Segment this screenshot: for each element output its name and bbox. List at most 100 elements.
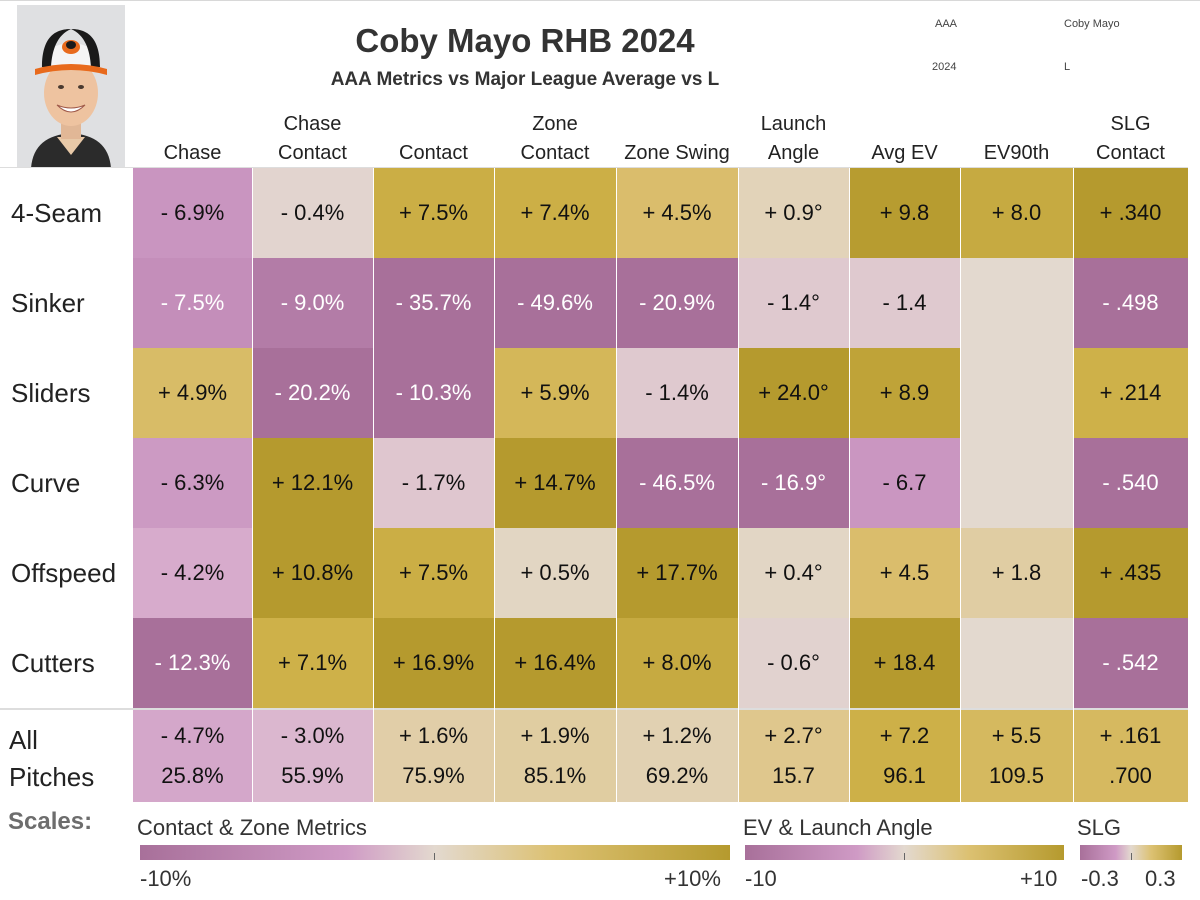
chart-subtitle: AAA Metrics vs Major League Average vs L <box>330 69 720 90</box>
metric-cell: + 7.5% <box>373 528 494 618</box>
metric-cell: + .214 <box>1073 348 1188 438</box>
metric-cell: - 35.7% <box>373 258 494 348</box>
metric-cell: - 0.4% <box>252 168 373 258</box>
metric-cell: + 0.9° <box>738 168 849 258</box>
metric-cell: - .540 <box>1073 438 1188 528</box>
row-divider <box>133 258 1188 259</box>
row-divider <box>133 348 1188 349</box>
metric-cell: - 0.6° <box>738 618 849 708</box>
all-pitches-diff: + 1.6% <box>398 723 469 749</box>
column-header-slg-contact: SLG Contact <box>1073 112 1188 168</box>
all-pitches-diff: + 7.2 <box>879 723 930 749</box>
legend-min-slg: -0.3 <box>1081 866 1119 891</box>
top-border <box>0 0 1200 1</box>
column-header-line: Contact <box>278 142 347 164</box>
all-pitches-value: 75.9% <box>402 762 465 788</box>
row-label-sliders: Sliders <box>11 377 91 408</box>
all-pitches-value: .700 <box>1109 762 1152 788</box>
meta-player: Coby Mayo <box>1064 18 1120 30</box>
metric-cell: + 4.9% <box>133 348 252 438</box>
column-divider <box>616 168 617 802</box>
metric-cell: - 49.6% <box>494 258 616 348</box>
all-pitches-diff: + 5.5 <box>991 723 1042 749</box>
metric-cell: - 20.9% <box>616 258 738 348</box>
all-pitches-diff: + 1.2% <box>642 723 712 749</box>
metric-cell: + 5.9% <box>494 348 616 438</box>
row-label-4-seam: 4-Seam <box>11 197 103 228</box>
metric-cell: + 17.7% <box>616 528 738 618</box>
all-pitches-diff: + .161 <box>1099 723 1162 749</box>
row-label-line: All <box>9 725 38 755</box>
all-pitches-cell: + 1.2% 69.2% <box>616 710 738 802</box>
metric-cell: + 12.1% <box>252 438 373 528</box>
metric-cell: + 8.0 <box>960 168 1073 258</box>
player-headshot-image <box>17 5 125 168</box>
column-header-ev90th: EV90th <box>960 112 1073 168</box>
legend-max-slg: 0.3 <box>1145 866 1176 891</box>
header-divider <box>0 167 1188 168</box>
column-divider <box>1073 168 1074 802</box>
column-header-line: Zone Swing <box>624 142 730 164</box>
all-pitches-cell: + 5.5 109.5 <box>960 710 1073 802</box>
column-header-chase: Chase <box>133 112 252 168</box>
metric-cell: - 9.0% <box>252 258 373 348</box>
column-divider <box>373 168 374 802</box>
metric-cell: - 46.5% <box>616 438 738 528</box>
column-divider <box>960 168 961 802</box>
metric-cell: + 8.0% <box>616 618 738 708</box>
row-label-curve: Curve <box>11 467 81 498</box>
legend-zero-tick-ev-launch <box>904 853 905 860</box>
column-divider <box>252 168 253 802</box>
column-header-line: SLG <box>1110 113 1151 135</box>
all-pitches-value: 96.1 <box>883 762 926 788</box>
metric-cell: - 12.3% <box>133 618 252 708</box>
all-pitches-value: 25.8% <box>161 762 224 788</box>
all-pitches-cell: + 7.2 96.1 <box>849 710 960 802</box>
metric-cell: - 1.7% <box>373 438 494 528</box>
metric-cell: - 6.7 <box>849 438 960 528</box>
column-header-line: Launch <box>760 113 827 135</box>
metric-cell: - 6.9% <box>133 168 252 258</box>
legend-bar-contact-zone <box>140 845 730 860</box>
player-photo <box>17 5 125 168</box>
column-header-line: Chase <box>283 113 342 135</box>
column-divider <box>494 168 495 802</box>
metric-cell <box>960 438 1073 528</box>
metric-cell: - 16.9° <box>738 438 849 528</box>
metric-cell: + 14.7% <box>494 438 616 528</box>
metric-cell: + 16.4% <box>494 618 616 708</box>
all-pitches-value: 69.2% <box>645 762 709 788</box>
legend-max-ev-launch: +10 <box>1020 866 1058 891</box>
row-label-line: Pitches <box>9 762 95 792</box>
column-header-line: Contact <box>520 142 590 164</box>
row-label-all-pitches: All Pitches <box>9 722 94 796</box>
all-pitches-diff: - 4.7% <box>160 723 225 749</box>
column-header-zone-swing: Zone Swing <box>616 112 738 168</box>
metric-cell: - 7.5% <box>133 258 252 348</box>
metric-cell: + 24.0° <box>738 348 849 438</box>
legend-min-contact-zone: -10% <box>140 866 192 891</box>
all-pitches-cell: + .161 .700 <box>1073 710 1188 802</box>
metric-cell: + 1.8 <box>960 528 1073 618</box>
all-pitches-diff: + 1.9% <box>520 723 590 749</box>
metric-cell: + 4.5 <box>849 528 960 618</box>
column-header-line: Contact <box>1096 142 1165 164</box>
metric-cell: - 10.3% <box>373 348 494 438</box>
legend-bar-slg <box>1080 845 1182 860</box>
column-header-line: Zone <box>532 113 578 135</box>
column-header-zone-contact: Zone Contact <box>494 112 616 168</box>
metric-cell: - .542 <box>1073 618 1188 708</box>
legend-max-contact-zone: +10% <box>664 866 721 891</box>
column-header-line: Avg EV <box>871 142 938 164</box>
metric-cell: - 1.4 <box>849 258 960 348</box>
legend-zero-tick-slg <box>1131 853 1132 860</box>
metric-cell: + .340 <box>1073 168 1188 258</box>
metric-cell: + 9.8 <box>849 168 960 258</box>
column-header-contact: Contact <box>373 112 494 168</box>
all-pitches-cell: + 2.7° 15.7 <box>738 710 849 802</box>
all-pitches-cell: - 4.7% 25.8% <box>133 710 252 802</box>
metric-cell: - .498 <box>1073 258 1188 348</box>
scales-label: Scales: <box>8 808 93 835</box>
metric-cell: - 1.4% <box>616 348 738 438</box>
legend-zero-tick-contact-zone <box>434 853 435 860</box>
